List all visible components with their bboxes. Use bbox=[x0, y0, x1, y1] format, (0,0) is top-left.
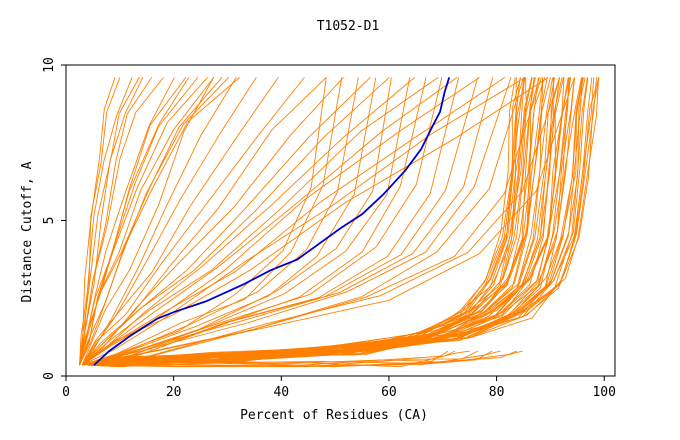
model-curve-line bbox=[79, 77, 199, 366]
model-curve-line bbox=[87, 77, 599, 367]
x-tick-label: 20 bbox=[166, 385, 182, 400]
model-curve-line bbox=[81, 77, 512, 366]
model-curve-line bbox=[79, 77, 208, 366]
model-curve-line bbox=[87, 77, 588, 366]
model-curve-line bbox=[87, 77, 583, 366]
model-curve-line bbox=[82, 77, 460, 366]
series-layer bbox=[79, 77, 600, 368]
y-tick-label: 5 bbox=[42, 217, 57, 225]
y-tick-label: 0 bbox=[42, 372, 57, 380]
model-curve-line bbox=[79, 77, 215, 366]
model-curve-line bbox=[81, 77, 327, 366]
model-curve-line bbox=[81, 77, 526, 366]
model-curve-line bbox=[81, 77, 237, 366]
chart-title: T1052-D1 bbox=[317, 19, 380, 34]
x-tick-label: 80 bbox=[489, 385, 505, 400]
model-curve-line bbox=[81, 77, 411, 366]
model-curve-line bbox=[81, 77, 279, 366]
x-tick-label: 100 bbox=[592, 385, 615, 400]
model-curve-line bbox=[81, 77, 214, 366]
x-axis-ticks: 0 20 40 60 80 100 bbox=[62, 376, 616, 400]
y-axis-label: Distance Cutoff, A bbox=[20, 161, 35, 302]
model-curve-line bbox=[87, 77, 597, 366]
model-curve-line bbox=[79, 77, 240, 366]
model-curve-line bbox=[82, 77, 575, 366]
model-curve-line bbox=[87, 77, 600, 366]
model-curve-line bbox=[81, 77, 390, 366]
model-curve-line bbox=[87, 350, 479, 368]
model-curve-line bbox=[87, 77, 600, 366]
model-curve-line bbox=[81, 77, 305, 366]
highlight-layer bbox=[93, 77, 451, 366]
model-curve-line bbox=[79, 77, 223, 366]
model-curve-line bbox=[87, 77, 570, 366]
x-axis-label: Percent of Residues (CA) bbox=[240, 408, 428, 423]
model-curve-line bbox=[81, 77, 257, 366]
model-curve-line bbox=[79, 77, 121, 366]
model-curve-line bbox=[81, 77, 344, 366]
model-curve-line bbox=[79, 77, 140, 366]
model-curve-line bbox=[81, 77, 377, 366]
model-curve-line bbox=[81, 77, 506, 366]
x-tick-label: 60 bbox=[381, 385, 397, 400]
model-curve-line bbox=[81, 77, 443, 366]
x-tick-label: 0 bbox=[62, 385, 70, 400]
model-curve-line bbox=[81, 77, 327, 366]
model-curve-line bbox=[87, 77, 540, 366]
model-curve-line bbox=[81, 77, 480, 366]
model-curve-line bbox=[79, 77, 229, 366]
model-curve-line bbox=[81, 77, 494, 366]
model-curve-line bbox=[79, 77, 164, 366]
x-tick-label: 40 bbox=[273, 385, 289, 400]
model-curve-line bbox=[81, 77, 343, 366]
model-curve-line bbox=[81, 77, 549, 366]
y-tick-label: 10 bbox=[42, 57, 57, 73]
highlighted-model-line bbox=[93, 77, 451, 366]
model-curve-line bbox=[81, 77, 439, 366]
y-axis-ticks: 0 5 10 bbox=[42, 57, 66, 380]
